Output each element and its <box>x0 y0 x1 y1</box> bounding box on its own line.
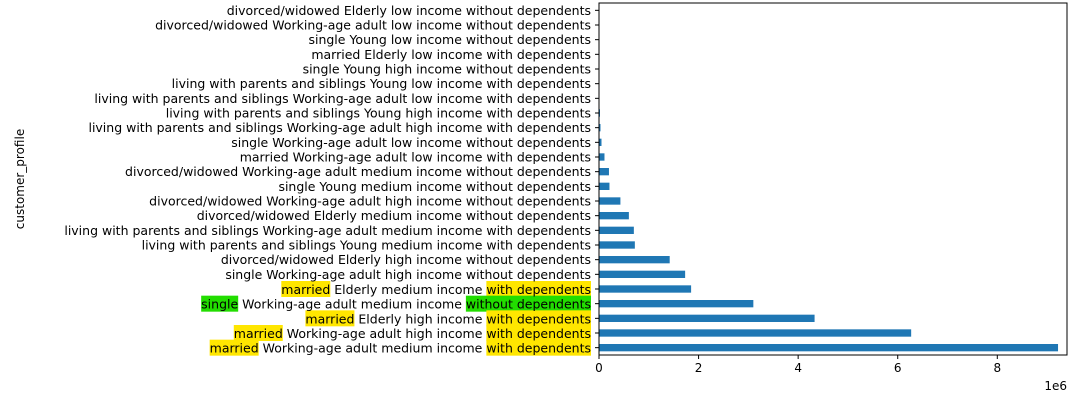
bar <box>599 182 610 190</box>
x-scale-label: 1e6 <box>1044 379 1067 393</box>
label-highlight <box>305 310 355 327</box>
label-highlight <box>486 339 591 356</box>
category-label: single Working-age adult low income with… <box>231 135 591 150</box>
bar <box>599 256 670 264</box>
bar <box>599 124 601 132</box>
category-label: single Working-age adult high income wit… <box>225 267 591 282</box>
category-label: married Elderly medium income with depen… <box>281 282 591 297</box>
category-label: married Working-age adult high income wi… <box>234 326 591 341</box>
category-label: living with parents and siblings Young m… <box>142 238 591 253</box>
bar <box>599 226 634 234</box>
category-label: divorced/widowed Working-age adult low i… <box>155 18 591 33</box>
category-label: living with parents and siblings Working… <box>94 91 591 106</box>
category-label: divorced/widowed Working-age adult mediu… <box>125 164 591 179</box>
category-label: living with parents and siblings Working… <box>88 120 591 135</box>
bar <box>599 212 629 220</box>
category-label: married Working-age adult low income wit… <box>240 150 591 165</box>
category-label: divorced/widowed Elderly low income with… <box>227 3 591 18</box>
category-label: divorced/widowed Working-age adult high … <box>149 194 591 209</box>
bar <box>599 270 686 278</box>
category-label: single Young high income without depende… <box>303 62 591 77</box>
category-label: single Young medium income without depen… <box>278 179 591 194</box>
label-highlight <box>486 310 591 327</box>
label-highlight <box>209 339 259 356</box>
bar <box>599 138 602 146</box>
bar <box>599 168 609 176</box>
x-tick-label: 2 <box>695 361 703 375</box>
bar <box>599 241 635 249</box>
bar <box>599 153 605 161</box>
bar <box>599 344 1059 352</box>
label-highlight <box>281 281 331 297</box>
bar <box>599 285 692 293</box>
category-label: divorced/widowed Elderly high income wit… <box>221 252 591 267</box>
label-highlight <box>465 295 591 312</box>
category-label: living with parents and siblings Young l… <box>172 76 591 91</box>
x-tick-label: 6 <box>894 361 902 375</box>
category-label: single Working-age adult medium income w… <box>201 296 591 311</box>
category-label: married Elderly low income with dependen… <box>311 47 591 62</box>
x-tick-label: 0 <box>595 361 603 375</box>
x-tick-label: 8 <box>993 361 1001 375</box>
category-label: living with parents and siblings Young h… <box>166 106 591 121</box>
category-label: single Young low income without dependen… <box>308 32 591 47</box>
label-highlight <box>201 295 239 312</box>
x-tick-label: 4 <box>794 361 802 375</box>
category-label: married Working-age adult medium income … <box>210 340 591 355</box>
label-highlight <box>486 281 591 297</box>
category-label: married Elderly high income with depende… <box>305 311 591 326</box>
label-highlight <box>233 325 283 341</box>
category-label: living with parents and siblings Working… <box>64 223 591 238</box>
plot-frame <box>598 2 1068 356</box>
bar <box>599 314 815 322</box>
bar <box>599 197 621 205</box>
category-label: divorced/widowed Elderly medium income w… <box>197 208 591 223</box>
y-axis-label: customer_profile <box>13 129 27 229</box>
label-highlight <box>486 325 591 341</box>
bar <box>599 300 754 308</box>
bar <box>599 329 912 337</box>
